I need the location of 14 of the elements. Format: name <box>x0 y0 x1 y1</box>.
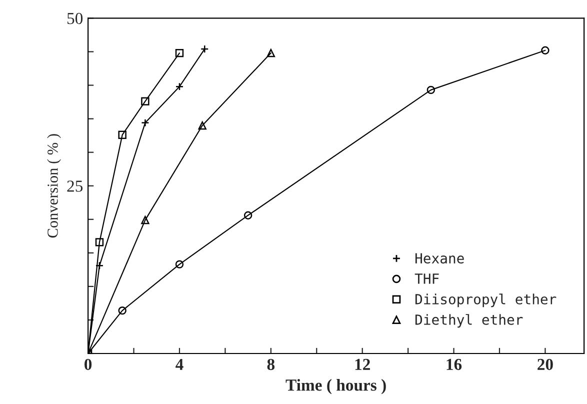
x-tick-label: 12 <box>355 358 370 370</box>
legend-label: Hexane <box>415 253 464 264</box>
legend-label: Diethyl ether <box>415 314 523 328</box>
x-tick-label: 8 <box>267 358 275 370</box>
y-tick-label: 50 <box>67 12 83 24</box>
legend-label: THF <box>414 274 439 284</box>
x-tick-label: 20 <box>538 358 553 370</box>
x-tick-label: 4 <box>176 358 184 370</box>
x-tick-label: 16 <box>446 358 462 370</box>
y-tick-label: 25 <box>67 180 83 192</box>
x-tick-label: 0 <box>84 358 92 370</box>
legend-label: Diisopropyl ether <box>415 294 556 308</box>
y-axis-title: Conversion ( % ) <box>47 134 61 238</box>
x-axis-title: Time ( hours ) <box>286 379 386 394</box>
